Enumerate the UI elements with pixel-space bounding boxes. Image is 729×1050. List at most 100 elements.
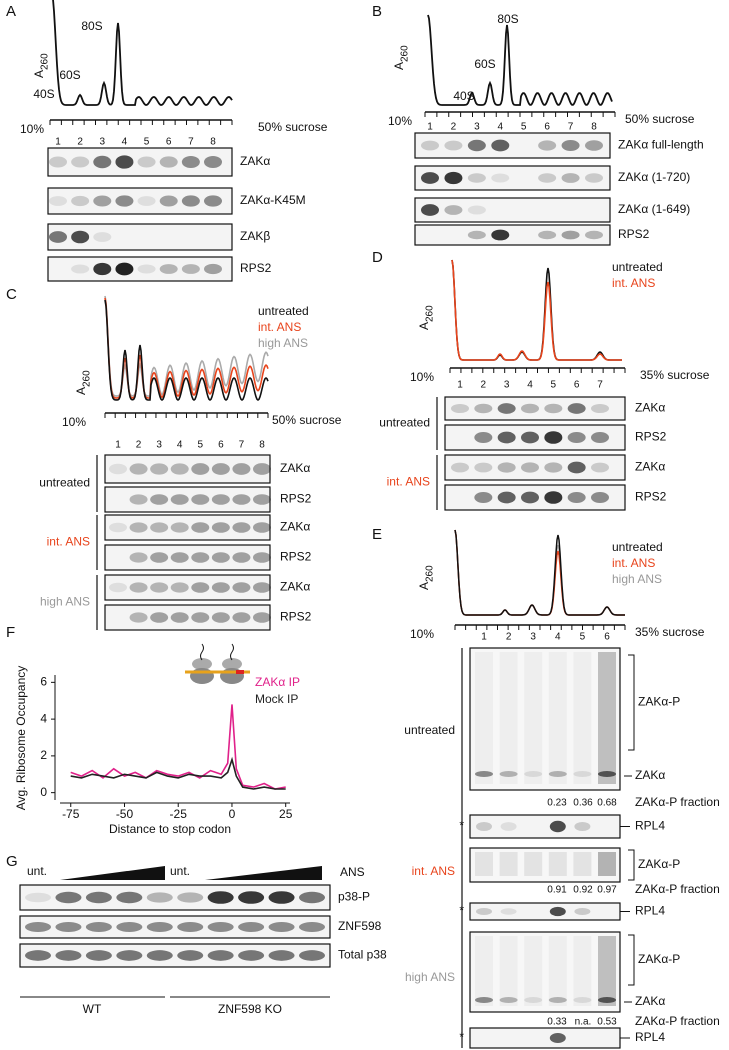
band	[444, 140, 463, 151]
fraction-number: 6	[166, 137, 172, 148]
band	[268, 891, 295, 904]
blot	[469, 814, 621, 839]
band	[299, 922, 325, 932]
band	[253, 463, 271, 475]
band	[549, 820, 566, 833]
band	[451, 403, 469, 414]
blot-label: RPS2	[635, 490, 667, 504]
blot-label: ZAKβ	[240, 229, 270, 243]
band	[232, 494, 251, 505]
fraction-value: 0.33	[547, 1017, 567, 1028]
blot-label: ZAKα	[280, 580, 310, 594]
band	[476, 821, 492, 832]
blot-label: ZAKα	[635, 994, 665, 1008]
panel-label: E	[372, 526, 382, 543]
fraction-number: 3	[504, 380, 510, 391]
band	[567, 461, 586, 474]
blot	[414, 165, 611, 191]
band	[591, 432, 609, 443]
fraction-number: 4	[177, 440, 183, 451]
band	[211, 582, 230, 593]
blot	[444, 454, 626, 481]
band	[204, 263, 222, 275]
smear	[475, 852, 493, 876]
fraction-number: 7	[188, 137, 194, 148]
marker: *	[459, 1030, 464, 1044]
group-label: int. ANS	[47, 535, 90, 549]
band	[549, 906, 566, 917]
band	[55, 891, 82, 904]
genotype-label: ZNF598 KO	[218, 1002, 282, 1016]
band	[181, 264, 200, 274]
fraction-number: 6	[604, 632, 610, 643]
band	[85, 950, 112, 961]
blot	[469, 647, 621, 791]
fraction-number: 5	[144, 137, 150, 148]
band	[474, 462, 493, 473]
gradient-end: 35% sucrose	[635, 625, 705, 639]
band	[253, 522, 271, 533]
band	[170, 522, 189, 533]
legend-entry: high ANS	[258, 336, 308, 350]
band	[146, 922, 173, 932]
peak-label: 60S	[59, 68, 80, 82]
gradient-start: 10%	[62, 415, 86, 429]
group-label: untreated	[379, 416, 430, 430]
band	[475, 997, 493, 1003]
x-tick-label: -75	[62, 807, 80, 821]
band	[137, 264, 156, 274]
blot	[19, 915, 331, 939]
band	[71, 230, 90, 244]
blot	[469, 902, 621, 921]
series-line	[70, 704, 286, 790]
band	[207, 950, 234, 961]
panel-label: F	[6, 624, 15, 641]
band	[585, 173, 603, 183]
blot	[414, 132, 611, 159]
fraction-number: 3	[530, 632, 536, 643]
smear	[548, 652, 567, 784]
band	[55, 922, 82, 932]
y-label-group: Avg. Ribosome Occupancy	[14, 666, 28, 811]
group-label: untreated	[39, 476, 90, 490]
absorbance-profile	[454, 529, 625, 616]
panel-label: G	[6, 853, 18, 870]
band	[476, 908, 492, 915]
band	[451, 462, 469, 473]
blot	[414, 197, 611, 223]
blot	[19, 943, 331, 968]
legend-entry: Mock IP	[255, 692, 298, 706]
band	[129, 582, 148, 593]
bracket	[628, 654, 635, 751]
stop-codon	[236, 670, 244, 674]
band	[109, 582, 127, 593]
legend-entry: int. ANS	[612, 276, 655, 290]
panel-label: B	[372, 3, 382, 20]
band	[177, 892, 204, 903]
fraction-value: 0.92	[573, 885, 593, 896]
blot	[469, 847, 621, 883]
fraction-number: 4	[555, 632, 561, 643]
absorbance-profile	[52, 0, 233, 106]
band	[93, 262, 112, 276]
legend-entry: untreated	[258, 304, 309, 318]
band	[71, 195, 90, 207]
peak-label: 80S	[81, 19, 102, 33]
smear	[524, 936, 543, 1006]
fraction-number: 7	[568, 122, 574, 133]
band	[567, 403, 586, 414]
band	[49, 196, 67, 206]
band	[170, 552, 189, 563]
blot-label: RPS2	[280, 610, 312, 624]
band	[585, 140, 603, 151]
marker: *	[459, 904, 464, 918]
smear	[524, 852, 543, 876]
band	[93, 195, 112, 207]
band	[85, 922, 112, 932]
band	[150, 463, 169, 475]
band	[499, 997, 518, 1003]
axis-label: A	[417, 582, 431, 590]
band	[25, 950, 51, 961]
